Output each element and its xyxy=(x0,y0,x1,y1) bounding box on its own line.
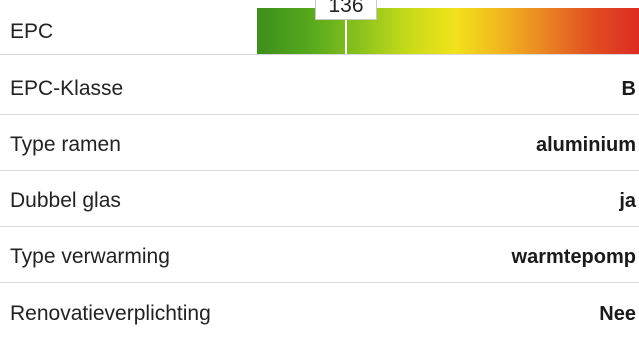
epc-score-bubble: 136 xyxy=(315,0,377,20)
property-label: Type ramen xyxy=(10,133,121,156)
property-row-renovatieverplichting: Renovatieverplichting Nee xyxy=(0,284,639,339)
epc-label: EPC xyxy=(10,20,54,43)
epc-score-marker xyxy=(345,0,347,54)
property-value: ja xyxy=(619,190,636,212)
property-label: Renovatieverplichting xyxy=(10,302,211,325)
property-row-type-ramen: Type ramen aluminium xyxy=(0,116,639,171)
property-label: EPC-Klasse xyxy=(10,77,124,100)
property-row-dubbel-glas: Dubbel glas ja xyxy=(0,172,639,227)
property-value: B xyxy=(621,78,636,100)
property-label: Type verwarming xyxy=(10,245,170,268)
property-label: Dubbel glas xyxy=(10,189,121,212)
property-value: Nee xyxy=(599,303,636,325)
property-row-type-verwarming: Type verwarming warmtepomp xyxy=(0,228,639,283)
property-row-epc-klasse: EPC-Klasse B xyxy=(0,60,639,115)
epc-row: EPC 136 xyxy=(0,0,639,55)
property-value: aluminium xyxy=(535,134,636,156)
property-value: warmtepomp xyxy=(511,246,636,268)
